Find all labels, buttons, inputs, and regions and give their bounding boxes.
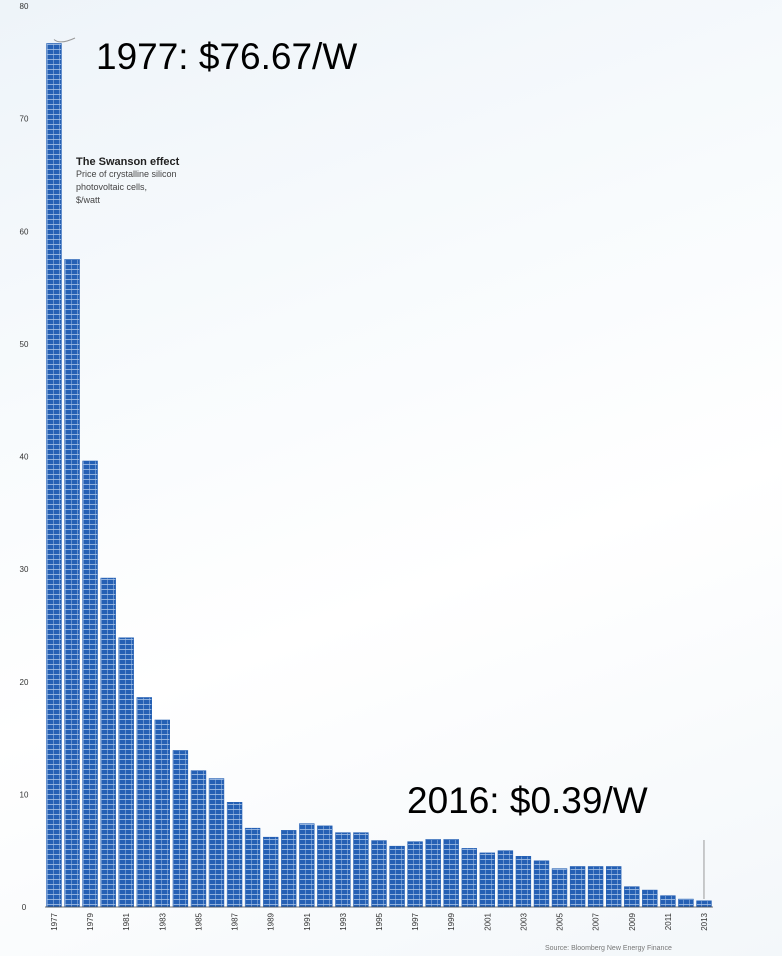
bar-1998 — [425, 839, 441, 908]
bar-2007 — [587, 866, 604, 908]
x-tick-label: 2005 — [556, 912, 565, 930]
bar-1987 — [226, 801, 243, 908]
bar-1981 — [118, 637, 134, 908]
bar-2009 — [624, 886, 640, 908]
bar-2003 — [515, 855, 532, 908]
bar-1980 — [100, 577, 116, 908]
bar-1979 — [82, 460, 98, 908]
x-tick-label: 1999 — [447, 912, 456, 930]
y-tick-label: 30 — [20, 565, 29, 574]
leader-line-1977 — [53, 37, 76, 43]
x-tick-label: 1983 — [158, 912, 167, 930]
x-tick-label: 1981 — [122, 912, 131, 930]
bar-1990 — [280, 830, 297, 908]
legend-subtitle-line-2: photovoltaic cells, — [76, 182, 148, 192]
y-tick-label: 80 — [20, 2, 29, 11]
x-tick-label: 1989 — [267, 912, 276, 930]
bar-2005 — [551, 868, 568, 908]
y-tick-label: 20 — [20, 678, 29, 687]
bar-1978 — [64, 259, 80, 908]
x-tick-label: 2009 — [628, 912, 637, 930]
bar-1991 — [299, 823, 315, 908]
bar-1985 — [190, 770, 207, 908]
x-tick-label: 1995 — [375, 912, 384, 930]
bar-1983 — [154, 719, 170, 908]
y-tick-label: 10 — [20, 790, 29, 799]
legend-title: The Swanson effect — [76, 156, 180, 168]
bar-2013 — [696, 900, 712, 908]
bar-2004 — [533, 860, 550, 908]
bar-2006 — [569, 866, 586, 908]
x-tick-label: 2011 — [664, 912, 673, 930]
legend-subtitle-line-3: $/watt — [76, 195, 101, 205]
bar-1977 — [46, 43, 62, 908]
bar-2012 — [678, 898, 694, 908]
annotation-2016-price: 2016: $0.39/W — [407, 780, 648, 821]
bar-1997 — [407, 841, 423, 908]
y-tick-label: 40 — [20, 453, 29, 462]
x-tick-label: 2007 — [592, 912, 601, 930]
x-tick-label: 1993 — [339, 912, 348, 930]
y-tick-label: 0 — [22, 903, 27, 912]
bar-2010 — [642, 889, 658, 908]
x-tick-label: 1977 — [50, 912, 59, 930]
x-tick-label: 1991 — [303, 912, 312, 930]
bar-1994 — [353, 832, 369, 908]
bar-2011 — [660, 895, 676, 908]
bar-1999 — [443, 839, 459, 908]
bar-1996 — [389, 845, 405, 908]
x-tick-label: 1997 — [411, 912, 420, 930]
legend-subtitle-line-1: Price of crystalline silicon — [76, 169, 177, 179]
bar-2002 — [497, 850, 514, 908]
bar-1992 — [317, 825, 333, 908]
bar-2001 — [479, 852, 495, 908]
x-tick-label: 1985 — [195, 912, 204, 930]
y-tick-label: 70 — [20, 115, 29, 124]
bar-1988 — [244, 827, 261, 908]
annotation-1977-price: 1977: $76.67/W — [96, 36, 358, 77]
x-tick-label: 1987 — [231, 912, 240, 930]
source-note: Source: Bloomberg New Energy Finance — [545, 945, 672, 952]
bar-1989 — [262, 836, 279, 908]
chart-legend: The Swanson effect Price of crystalline … — [76, 156, 226, 207]
x-tick-label: 2003 — [519, 912, 528, 930]
y-tick-label: 50 — [20, 340, 29, 349]
x-tick-label: 2001 — [483, 912, 492, 930]
bar-2000 — [461, 848, 477, 908]
x-tick-label: 2013 — [700, 912, 709, 930]
bar-1984 — [172, 750, 189, 908]
x-tick-label: 1979 — [86, 912, 95, 930]
bar-1982 — [136, 697, 152, 908]
bar-2008 — [605, 866, 622, 908]
bar-1995 — [371, 840, 387, 908]
bar-1993 — [335, 832, 351, 908]
y-tick-label: 60 — [20, 227, 29, 236]
bar-1986 — [208, 778, 225, 908]
